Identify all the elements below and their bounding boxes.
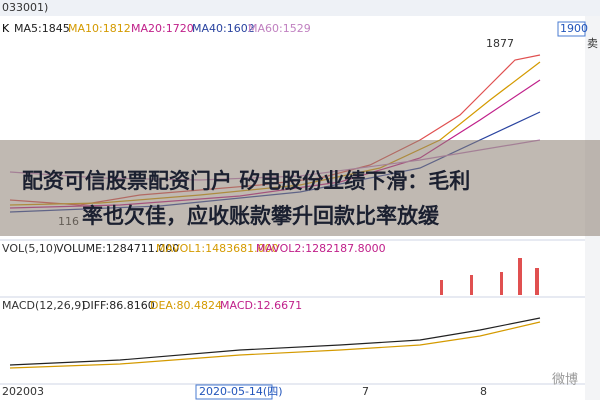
macd-value: MACD:12.6671 bbox=[220, 299, 302, 312]
ma10: MA10:1812 bbox=[68, 22, 131, 35]
macd-label: MACD(12,26,9) bbox=[2, 299, 86, 312]
x-label: 7 bbox=[362, 385, 369, 398]
headline-line2: 率也欠佳，应收账款攀升回款比率放缓 bbox=[82, 204, 440, 228]
dea: DEA:80.4824 bbox=[150, 299, 222, 312]
x-label: 202003 bbox=[2, 385, 44, 398]
ma20: MA20:1720 bbox=[131, 22, 194, 35]
diff: DIFF:86.8160 bbox=[82, 299, 155, 312]
diff-line bbox=[9, 317, 541, 366]
cursor-box bbox=[195, 384, 273, 400]
price-box bbox=[557, 21, 586, 37]
high-label: 1877 bbox=[486, 37, 514, 50]
vol-bar bbox=[518, 258, 522, 295]
vol-bar bbox=[440, 280, 443, 295]
mavol1: MAVOL1:1483681.000 bbox=[156, 242, 279, 255]
dea-line bbox=[9, 321, 541, 369]
ma60: MA60:1529 bbox=[248, 22, 311, 35]
watermark: 微博 bbox=[552, 373, 578, 388]
price-box-text: 1900 bbox=[560, 22, 588, 35]
x-label: 8 bbox=[480, 385, 487, 398]
ma40: MA40:1602 bbox=[192, 22, 255, 35]
headline-band bbox=[0, 140, 600, 236]
vol-bar bbox=[470, 275, 473, 295]
volume: VOLUME:1284711.000 bbox=[56, 242, 179, 255]
k-label: K bbox=[2, 22, 10, 35]
vol-bar bbox=[535, 268, 539, 295]
mavol2: MAVOL2:1282187.8000 bbox=[256, 242, 386, 255]
macd-lines bbox=[9, 317, 541, 369]
volume-bars bbox=[440, 258, 539, 295]
sell-label[interactable]: 卖 bbox=[587, 37, 598, 50]
vol-bar bbox=[500, 272, 503, 295]
vol-label: VOL(5,10) bbox=[2, 242, 57, 255]
top-bar bbox=[0, 0, 600, 16]
headline-line1: 配资可信股票配资门户 矽电股份业绩下滑：毛利 bbox=[22, 169, 470, 193]
ma5: MA5:1845 bbox=[14, 22, 70, 35]
cursor-date: 2020-05-14(四) bbox=[199, 385, 283, 398]
stock-code: 033001) bbox=[2, 1, 48, 14]
